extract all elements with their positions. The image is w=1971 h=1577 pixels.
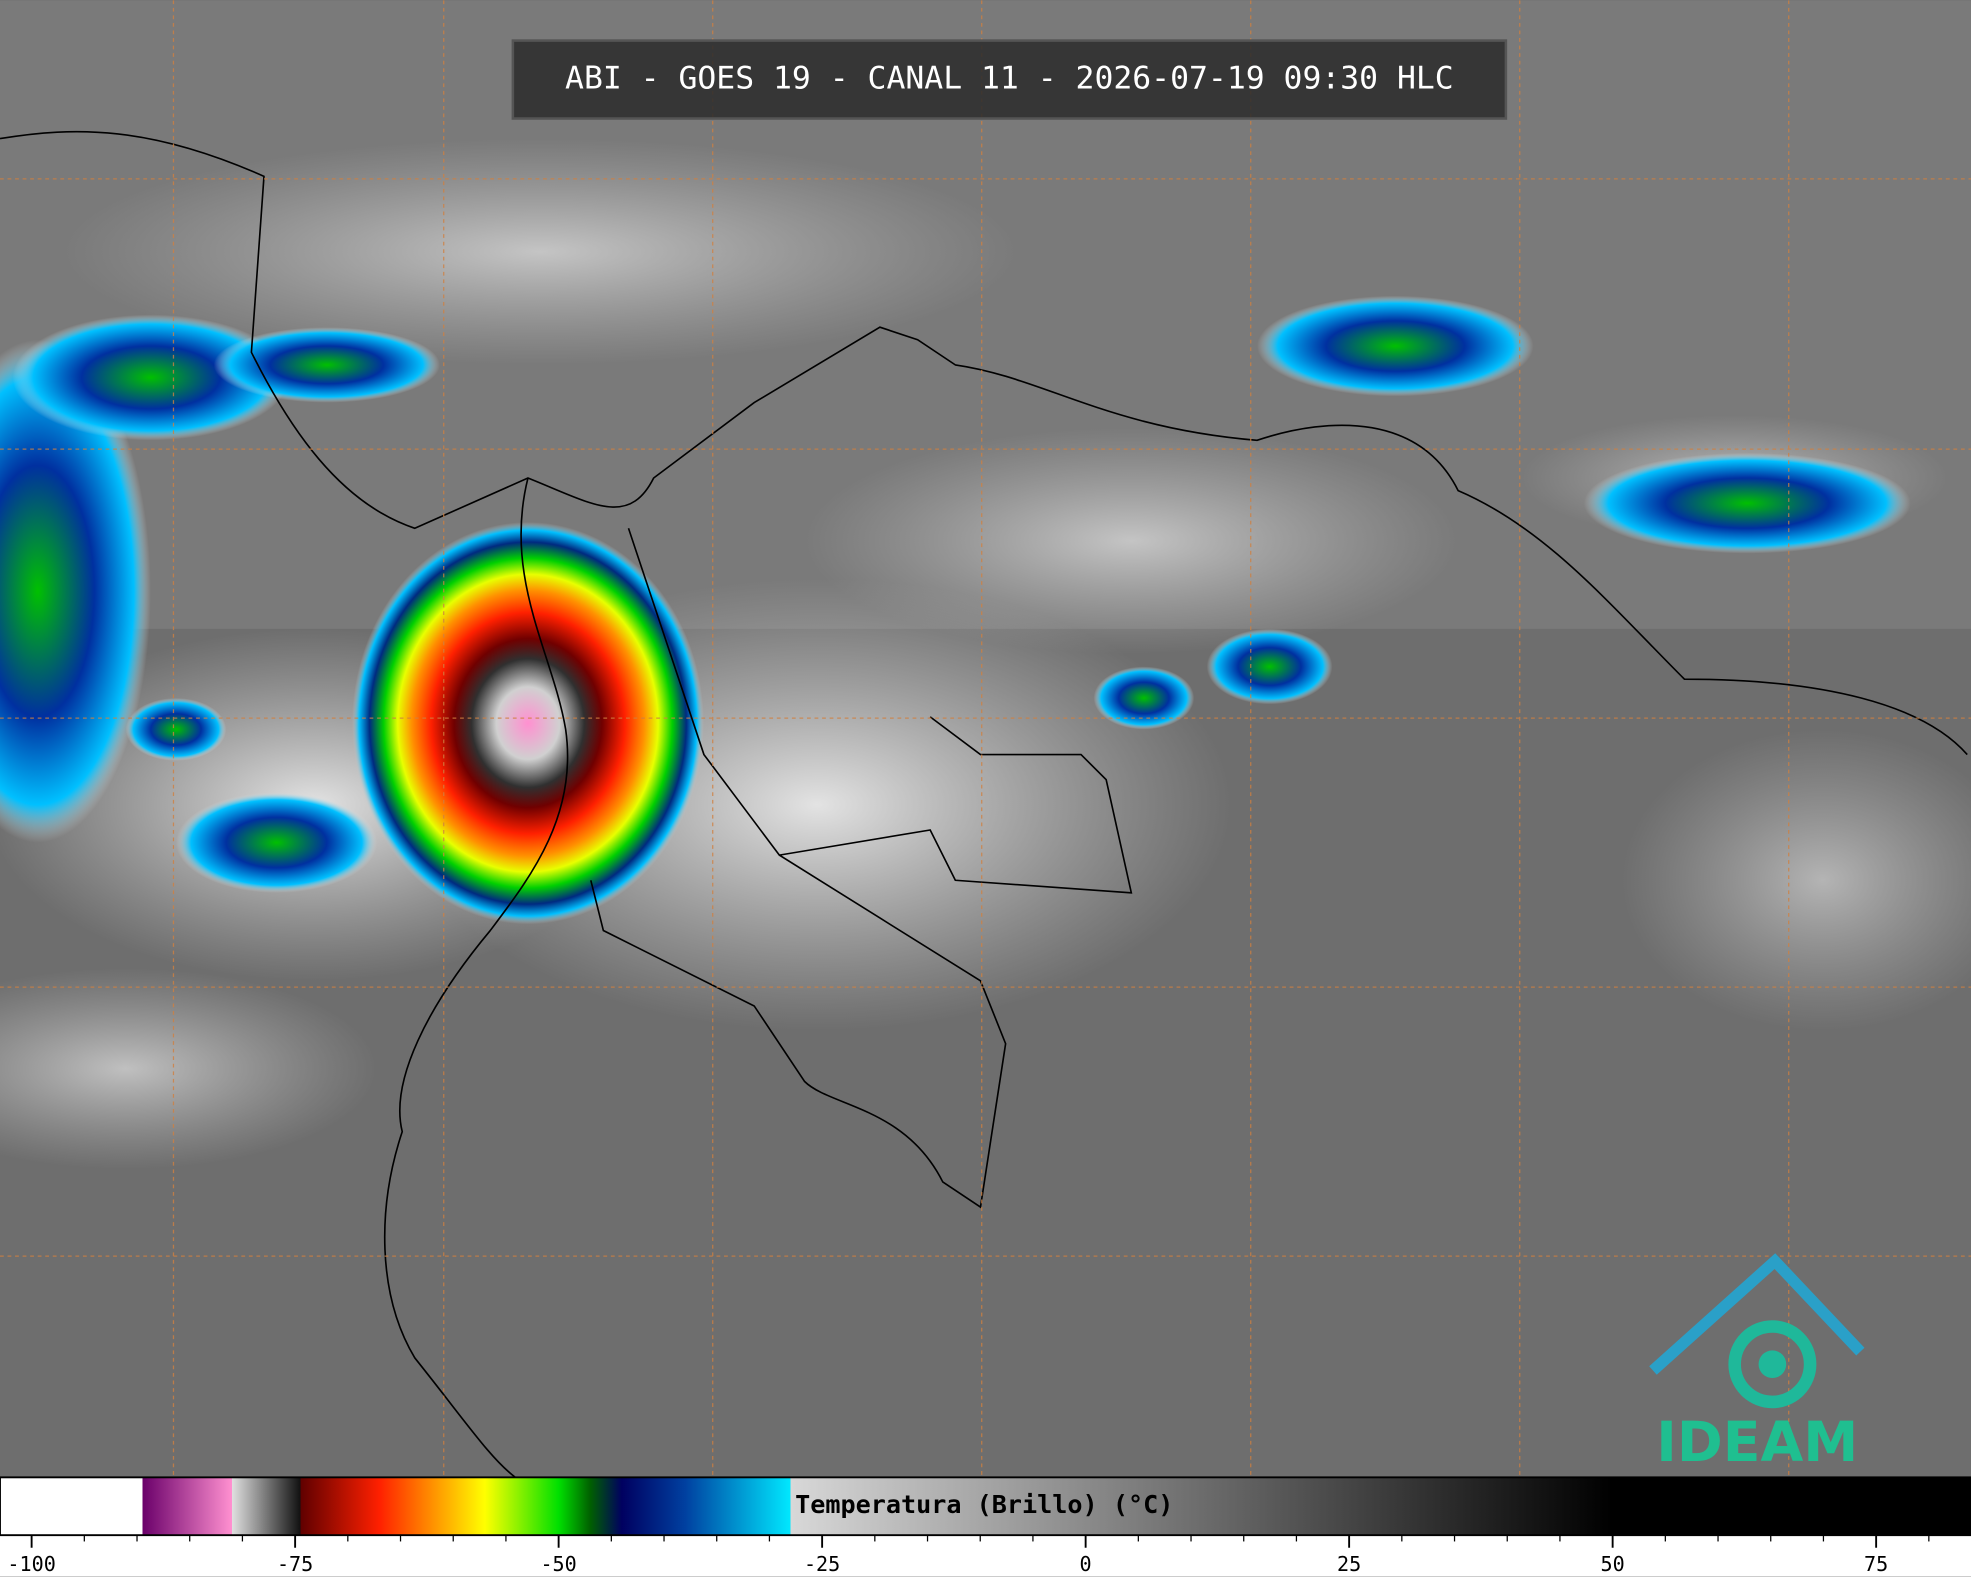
tick-label: 75 <box>1864 1552 1888 1576</box>
colorbar: -100 -75 -50 -25 0 25 50 75 Temperatura (Brillo)… <box>0 1476 1971 1577</box>
logo-text: IDEAM <box>1656 1411 1858 1475</box>
title: ABI - GOES 19 - CANAL 11 - 2026-07-19 09… <box>565 61 1454 97</box>
imagery <box>0 0 1971 1170</box>
coastlines <box>0 130 1968 1478</box>
graticule <box>0 0 1971 1478</box>
tick-label: -50 <box>540 1552 576 1576</box>
tick-label: -25 <box>804 1552 840 1576</box>
colorbar-label: Temperatura (Brillo) (°C) <box>795 1490 1173 1519</box>
tick-label: -75 <box>277 1552 313 1576</box>
tick-label: 25 <box>1337 1552 1361 1576</box>
title-box: ABI - GOES 19 - CANAL 11 - 2026-07-19 09… <box>511 39 1508 120</box>
tick-label: 50 <box>1601 1552 1625 1576</box>
colorbar-gradient <box>0 1476 1971 1537</box>
tick-label: -100 <box>7 1552 55 1576</box>
tick-label: 0 <box>1080 1552 1092 1576</box>
logo: IDEAM <box>1649 1253 1865 1475</box>
